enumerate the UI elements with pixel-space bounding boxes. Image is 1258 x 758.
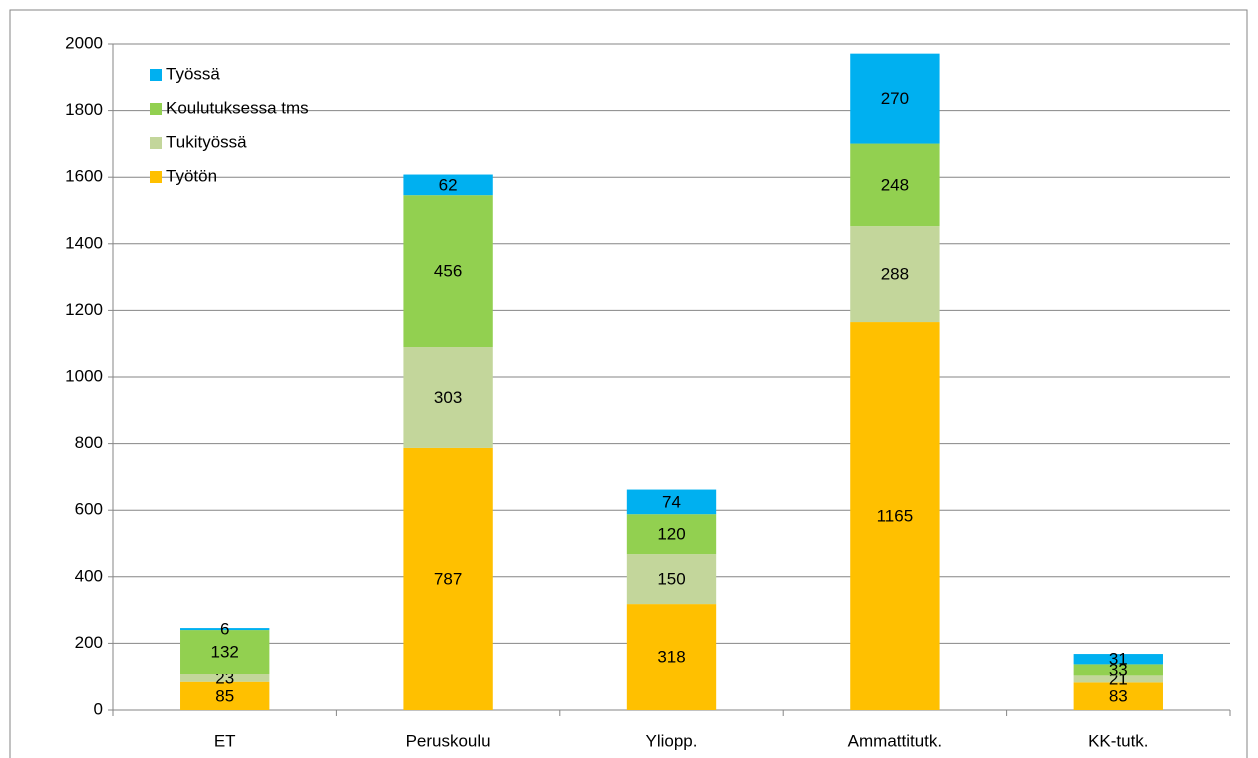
legend-label: Koulutuksessa tms (166, 98, 309, 117)
bar-segment (850, 322, 940, 710)
data-label: 270 (881, 89, 909, 108)
bar-segment (180, 628, 270, 631)
x-tick-label: Ammattitutk. (848, 731, 942, 750)
bar-segment (403, 447, 493, 710)
bar-segment (403, 195, 493, 348)
legend-swatch (150, 103, 162, 115)
data-label: 83 (1109, 687, 1128, 706)
data-label: 303 (434, 388, 462, 407)
x-tick-label: ET (214, 731, 236, 750)
data-label: 787 (434, 569, 462, 588)
y-tick-label: 600 (75, 500, 103, 519)
bar-segment (1073, 654, 1163, 665)
bar-segment (850, 143, 940, 227)
bar-segment (626, 489, 717, 515)
bar-segment (850, 226, 940, 323)
legend-label: Tukityössä (166, 132, 247, 151)
data-label: 248 (881, 175, 909, 194)
legend-swatch (150, 171, 162, 183)
legend-label: Työtön (166, 166, 217, 185)
data-label: 62 (439, 175, 458, 194)
x-tick-label: Peruskoulu (406, 731, 491, 750)
y-tick-label: 1200 (65, 300, 103, 319)
data-label: 74 (662, 492, 681, 511)
x-tick-label: KK-tutk. (1088, 731, 1148, 750)
data-label: 456 (434, 262, 462, 281)
y-tick-label: 800 (75, 433, 103, 452)
legend-swatch (150, 137, 162, 149)
bar-segment (1073, 675, 1163, 683)
bar-segment (180, 681, 270, 710)
data-label: 132 (211, 643, 239, 662)
bar-segment (626, 514, 717, 555)
legend-label: Työssä (166, 64, 220, 83)
data-label: 150 (657, 570, 685, 589)
data-label: 288 (881, 265, 909, 284)
y-tick-label: 200 (75, 633, 103, 652)
y-tick-label: 1000 (65, 366, 103, 385)
data-label: 6 (220, 620, 229, 639)
bar-segment (1073, 664, 1163, 676)
data-label: 33 (1109, 660, 1128, 679)
legend-swatch (150, 69, 162, 81)
y-tick-label: 2000 (65, 33, 103, 52)
y-tick-label: 1600 (65, 167, 103, 186)
bar-segment (626, 554, 717, 605)
bar-segment (626, 604, 717, 710)
y-tick-label: 1400 (65, 233, 103, 252)
bar-segment (180, 630, 270, 675)
chart-frame (9, 9, 1248, 758)
bar-segment (180, 674, 270, 682)
data-label: 120 (657, 525, 685, 544)
data-label: 31 (1109, 650, 1128, 669)
bar-segment (850, 53, 940, 144)
bar-segment (403, 174, 493, 196)
x-tick-label: Yliopp. (646, 731, 698, 750)
bar-segment (403, 347, 493, 448)
y-tick-label: 1800 (65, 100, 103, 119)
data-label: 318 (657, 648, 685, 667)
data-label: 1165 (877, 507, 914, 526)
bar-segment (1073, 682, 1163, 710)
data-label: 85 (215, 686, 234, 705)
y-tick-label: 400 (75, 566, 103, 585)
y-tick-label: 0 (94, 699, 103, 718)
